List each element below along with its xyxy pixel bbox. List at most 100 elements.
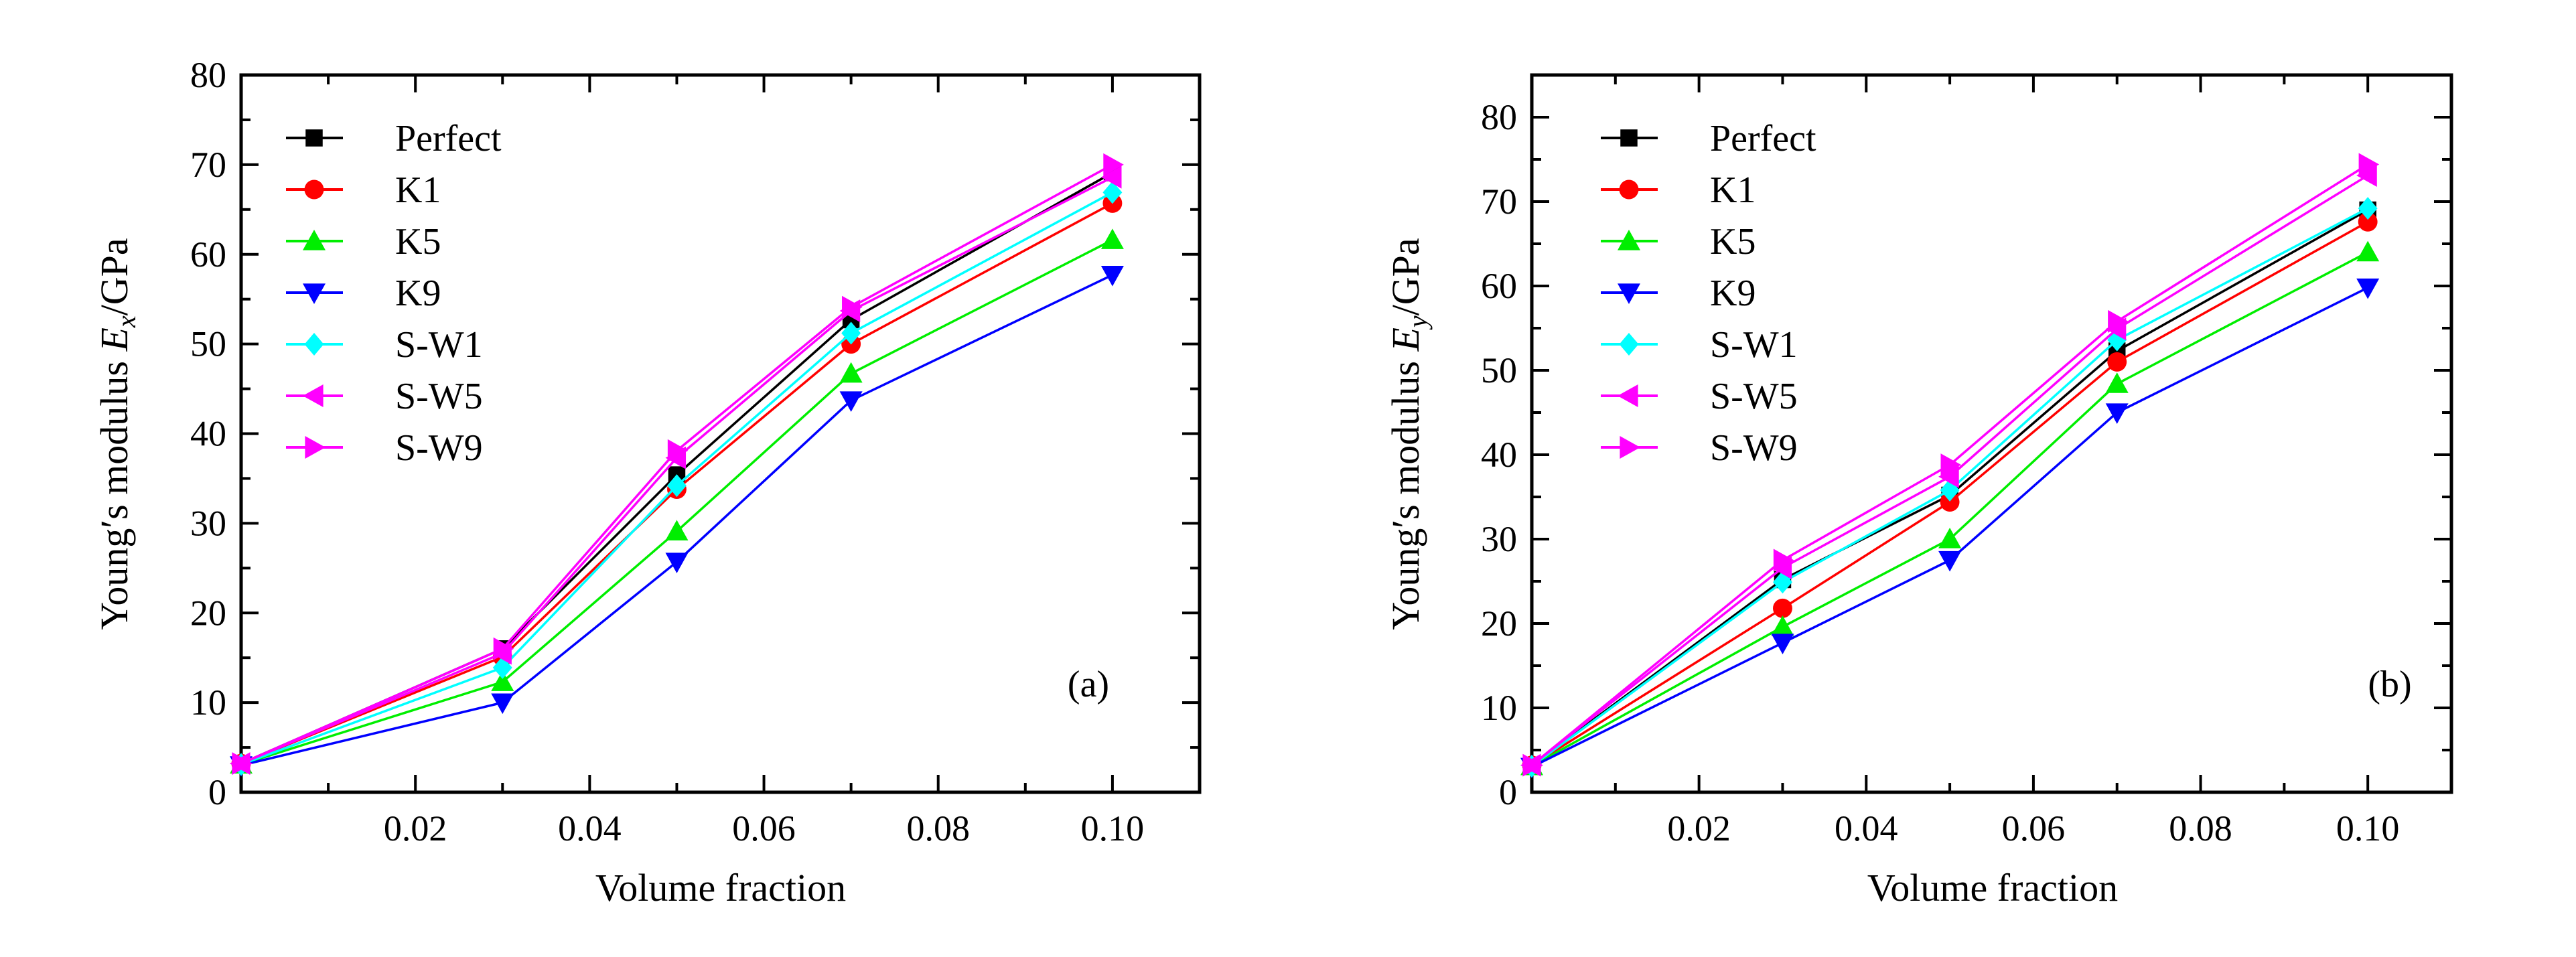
y-axis-label-prefix: Young′s modulus [92,352,136,630]
x-tick-label: 0.04 [558,808,622,849]
data-point-diamond [2358,197,2378,220]
data-point-triangle-down [2356,278,2380,299]
legend-entry: K9 [1601,273,1756,314]
marker-triangle-left [303,384,324,407]
data-point-triangle-up [1938,528,1962,548]
y-tick-label: 30 [190,503,226,543]
data-point-triangle-up [491,670,514,691]
legend-label: K5 [395,221,441,263]
data-point-triangle-down [2105,403,2129,424]
data-point-triangle-down [1771,634,1794,654]
data-point-diamond [841,321,861,345]
plot-frame [1530,73,2453,794]
legend-label: S-W9 [395,427,483,469]
y-axis-label: Young′s modulus Ex/GPa [92,238,141,630]
y-axis-label-subscript: y [1403,315,1433,330]
series-k9 [230,265,1124,777]
x-tick-label: 0.04 [1835,808,1898,849]
y-tick-label: 80 [190,55,226,95]
series-s-w9 [1522,153,2380,777]
marker-diamond [1619,333,1639,356]
data-point-triangle-right [2108,309,2129,333]
legend-entry: Perfect [286,118,502,159]
y-axis-label-symbol: E [1384,327,1427,352]
x-axis-label: Volume fraction [595,866,846,909]
data-point-triangle-up [2356,240,2380,262]
y-tick-label: 40 [1481,435,1517,475]
marker-triangle-down [303,283,326,304]
y-axis-label-suffix: /GPa [92,238,136,315]
y-tick-label: 50 [190,324,226,364]
legend-label: Perfect [1710,118,1816,159]
data-point-triangle-down [839,391,863,412]
marker-square [305,129,323,147]
series-k5 [230,228,1124,774]
x-tick-label: 0.10 [2336,808,2400,849]
data-point-triangle-right [1103,153,1124,176]
data-point-triangle-left [1100,165,1122,189]
legend-entry: K5 [1601,221,1756,263]
legend-label: S-W9 [1710,427,1798,469]
marker-triangle-up [303,230,326,250]
data-point-circle [2358,212,2378,232]
legend-entry: S-W1 [1601,324,1798,366]
data-point-circle [1940,492,1960,512]
data-point-circle [1773,598,1792,618]
y-tick-label: 10 [190,682,226,723]
y-tick-label: 80 [1481,97,1517,137]
y-tick-label: 20 [1481,603,1517,644]
x-axis-label: Volume fraction [1867,866,2118,909]
data-point-triangle-right [1522,753,1543,777]
x-tick-label: 0.02 [1667,808,1731,849]
y-axis-label: Young′s modulus Ey/GPa [1384,238,1433,630]
data-point-triangle-up [1771,615,1794,636]
y-tick-label: 10 [1481,688,1517,728]
data-point-triangle-up [2105,372,2129,393]
x-tick-label: 0.08 [906,808,970,849]
legend-entry: S-W1 [286,324,483,366]
y-tick-label: 60 [1481,266,1517,306]
legend-label: S-W5 [1710,376,1798,417]
data-point-circle [2107,352,2127,372]
legend-label: S-W5 [395,376,483,417]
legend-label: Perfect [395,118,502,159]
data-point-triangle-down [1938,550,1962,572]
chart-panel-b: Volume fraction (b) Young′s modulus Ey/G… [1384,73,2453,909]
chart-panel-a: Volume fraction (a) Young′s modulus Ex/G… [92,55,1202,909]
y-tick-label: 30 [1481,519,1517,559]
data-point-triangle-up [839,362,863,383]
x-tick-label: 0.06 [2002,808,2066,849]
data-point-triangle-right [1773,548,1794,572]
legend-entry: S-W5 [286,376,483,417]
legend-label: S-W1 [1710,324,1798,366]
data-point-triangle-right [2358,153,2380,176]
marker-triangle-down [1618,283,1640,304]
y-axis-label-symbol: E [92,327,136,352]
y-axis-label-suffix: /GPa [1384,238,1427,315]
x-tick-label: 0.02 [384,808,447,849]
y-tick-label: 0 [208,772,226,812]
legend-entry: K1 [286,169,441,211]
y-tick-label: 50 [1481,350,1517,390]
data-point-triangle-down [491,693,514,715]
y-tick-label: 70 [1481,181,1517,222]
data-point-diamond [1773,571,1792,594]
data-point-diamond [1102,181,1123,204]
marker-circle [1619,179,1639,200]
data-point-triangle-down [665,553,689,573]
plot-frame [239,73,1202,794]
data-point-triangle-right [842,295,863,319]
legend-entry: S-W5 [1601,376,1798,417]
panel-label: (a) [1068,664,1109,705]
y-tick-label: 20 [190,593,226,633]
data-point-triangle-left [2356,163,2377,187]
legend-label: K9 [1710,273,1756,314]
legend-entry: K1 [1601,169,1756,211]
marker-diamond [304,333,324,356]
y-tick-label: 60 [190,234,226,275]
data-point-triangle-up [1100,228,1124,249]
x-tick-label: 0.10 [1081,808,1145,849]
legend-entry: S-W9 [286,427,483,469]
marker-triangle-right [305,436,326,459]
